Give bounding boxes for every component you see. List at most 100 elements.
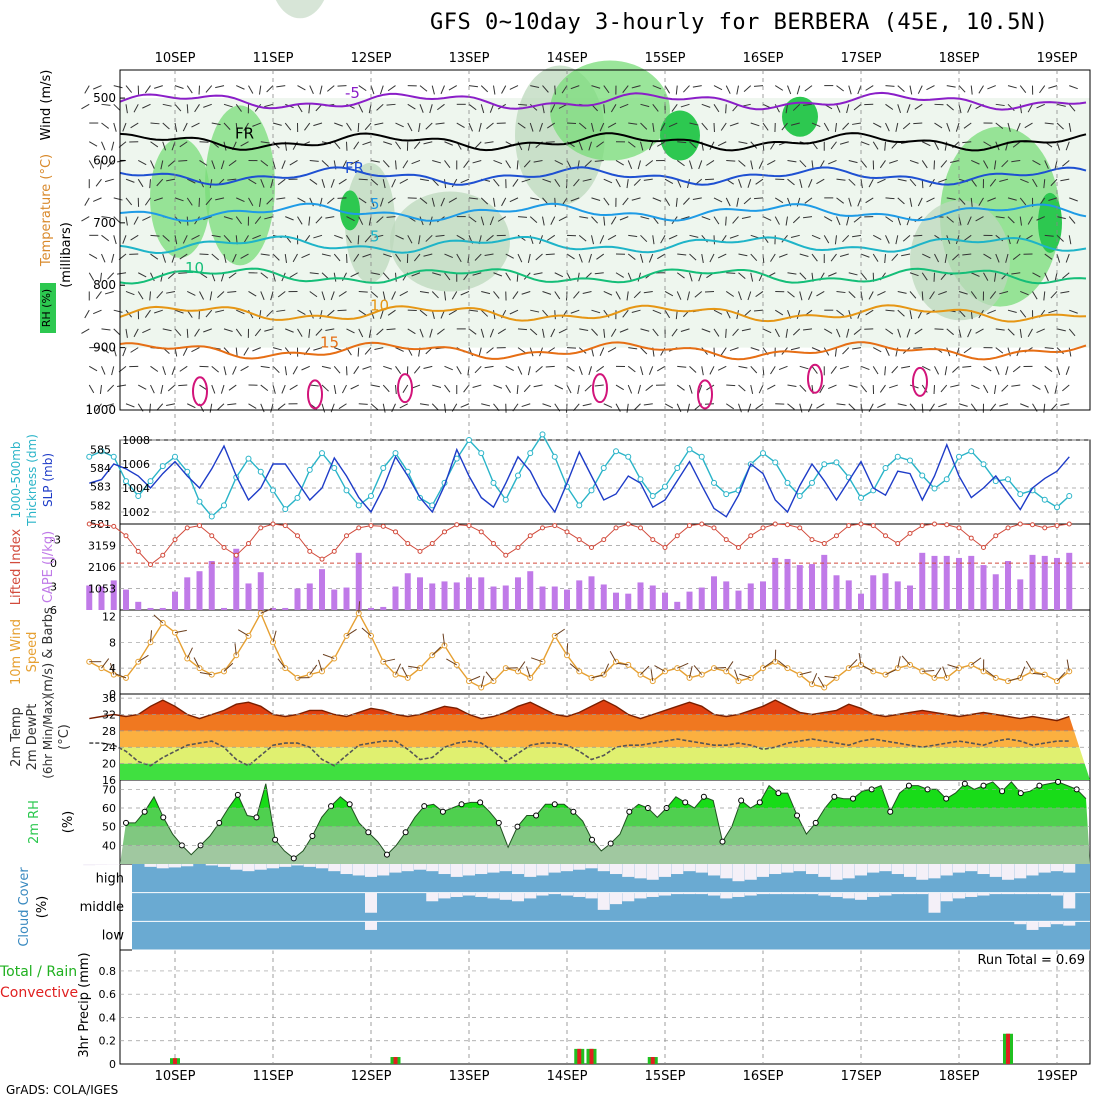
wind-barb: [533, 272, 543, 275]
wind-barb: [383, 141, 392, 145]
wind-barb: [637, 384, 641, 394]
date-label-bottom: 18SEP: [939, 1069, 980, 1084]
chart-title: GFS 0~10day 3-hourly for BERBERA (45E, 1…: [430, 10, 1049, 35]
wind-barb: [350, 272, 359, 278]
cloud-bar: [279, 864, 292, 867]
wind-barb: [865, 197, 874, 204]
wind-barb: [272, 253, 280, 261]
wind-barb: [877, 291, 886, 296]
thickness-point: [943, 476, 950, 483]
wind-barb: [944, 366, 948, 376]
wind-barb: [486, 234, 494, 242]
wind-barb: [95, 403, 102, 412]
wind-barb: [497, 216, 507, 222]
wind-barb: [570, 309, 580, 314]
wind-barb: [566, 384, 572, 394]
wind-barb: [842, 234, 850, 243]
wind-barb: [236, 85, 245, 90]
wind-barb: [364, 347, 372, 355]
wind-barb: [1066, 659, 1070, 672]
wind-barb: [401, 667, 409, 679]
wind-barb: [607, 122, 617, 128]
wind-barb: [252, 234, 261, 240]
wind-barb: [260, 403, 265, 413]
wind-barb: [1056, 216, 1066, 220]
y-axis-label: CAPE (J/kg): [41, 531, 56, 603]
wind-barb: [374, 347, 384, 350]
cloud-bar: [1063, 864, 1076, 873]
rh2m-point: [756, 799, 763, 806]
wind-barb: [762, 216, 772, 221]
rh2m-point: [887, 808, 894, 815]
wind-barb: [774, 104, 780, 113]
wind-barb: [750, 365, 758, 374]
cloud-bar: [928, 892, 941, 913]
wind-barb: [1065, 366, 1070, 375]
credit-text: GrADS: COLA/IGES: [6, 1083, 119, 1097]
wind-barb: [848, 310, 852, 319]
lifted-index-point: [417, 548, 423, 554]
cloud-bar: [328, 864, 341, 872]
precip-convective-bar: [173, 1058, 177, 1064]
wind-barb: [137, 178, 144, 188]
wind-barb: [81, 328, 90, 334]
wind-barb: [1027, 104, 1033, 113]
wind-barb: [895, 235, 899, 245]
wind-barb: [353, 141, 360, 150]
wind-barb: [1044, 160, 1049, 169]
rh2m-point: [812, 819, 819, 826]
thickness-point: [282, 506, 289, 513]
wind-barb: [677, 141, 687, 144]
y-tick-label: 600: [93, 153, 116, 167]
wind-barb: [308, 104, 311, 114]
wind-barb: [676, 291, 682, 300]
rh2m-point: [700, 793, 707, 800]
cloud-bar: [205, 864, 218, 866]
wind-barb: [584, 384, 592, 392]
wind-barb: [790, 347, 800, 351]
wind-barb: [237, 629, 249, 637]
wind-barb: [395, 385, 397, 395]
wind-barb: [223, 122, 231, 130]
wind-barb: [627, 141, 636, 148]
wind-barb: [860, 160, 868, 168]
wind-barb: [179, 253, 188, 260]
wind-barb: [535, 365, 543, 373]
wind-barb: [211, 253, 219, 261]
wind-barb: [1007, 235, 1011, 245]
wind-barb: [260, 272, 269, 279]
wind-barb: [811, 122, 821, 128]
lifted-index-point: [956, 525, 962, 531]
wind-barb: [872, 366, 879, 375]
wind-barb: [640, 328, 650, 332]
wind-barb: [260, 365, 270, 369]
lifted-index-point: [589, 544, 594, 550]
temperature-contour: [697, 379, 713, 410]
wind-barb: [370, 159, 380, 163]
wind-barb: [301, 253, 310, 259]
wind-barb: [938, 290, 947, 296]
wind-barb: [125, 104, 128, 114]
y-tick-label: 0.8: [99, 965, 117, 978]
wind-barb: [836, 178, 846, 181]
wind-barb: [921, 160, 928, 169]
wind-barb: [292, 253, 298, 263]
cloud-bar: [793, 892, 806, 895]
wind-barb: [486, 122, 494, 130]
wind-barb: [958, 403, 968, 407]
wind-barb: [717, 365, 727, 371]
wind-barb: [922, 253, 931, 259]
wind-barb: [101, 234, 109, 242]
wind-barb: [370, 272, 380, 275]
wind-barb: [753, 309, 764, 312]
wind-barb: [113, 235, 117, 245]
y-tick-label: 28: [102, 725, 116, 738]
cape-bar: [98, 586, 105, 610]
thickness-point: [527, 450, 534, 457]
wind-barb: [493, 159, 503, 165]
temperature-contour: [119, 341, 1087, 361]
thickness-point: [772, 459, 779, 466]
cape-bar: [466, 577, 472, 610]
wind-barb: [387, 197, 396, 204]
wind-barb: [689, 122, 699, 126]
